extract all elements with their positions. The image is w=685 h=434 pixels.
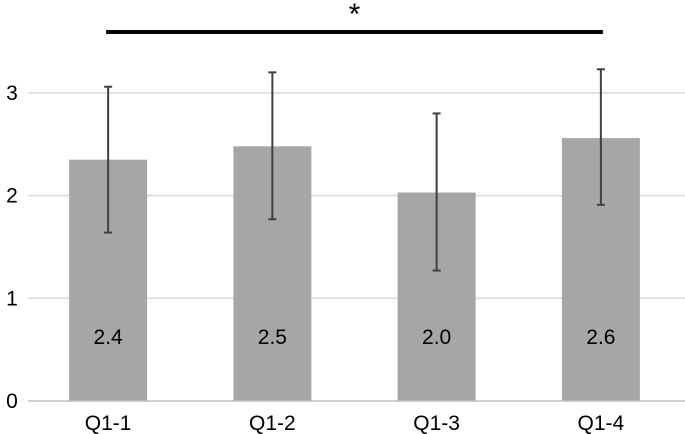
y-tick-label: 0 bbox=[6, 390, 18, 413]
data-label: 2.4 bbox=[94, 326, 124, 349]
data-label: 2.0 bbox=[422, 326, 451, 349]
bars bbox=[69, 138, 640, 401]
y-tick-label: 3 bbox=[6, 82, 18, 105]
significance-marker: * bbox=[349, 0, 361, 31]
y-axis-ticks: 0 1 2 3 bbox=[6, 82, 18, 413]
data-labels: 2.4 2.5 2.0 2.6 bbox=[94, 326, 616, 349]
y-tick-label: 2 bbox=[6, 185, 18, 208]
x-tick-label: Q1-2 bbox=[249, 412, 296, 434]
y-tick-label: 1 bbox=[6, 287, 18, 310]
x-axis-ticks: Q1-1 Q1-2 Q1-3 Q1-4 bbox=[85, 412, 625, 434]
x-tick-label: Q1-4 bbox=[578, 412, 625, 434]
significance-bracket: * bbox=[106, 0, 603, 34]
error-bars bbox=[104, 68, 605, 272]
data-label: 2.6 bbox=[586, 326, 615, 349]
x-tick-label: Q1-3 bbox=[413, 412, 460, 434]
data-label: 2.5 bbox=[258, 326, 287, 349]
x-tick-label: Q1-1 bbox=[85, 412, 132, 434]
